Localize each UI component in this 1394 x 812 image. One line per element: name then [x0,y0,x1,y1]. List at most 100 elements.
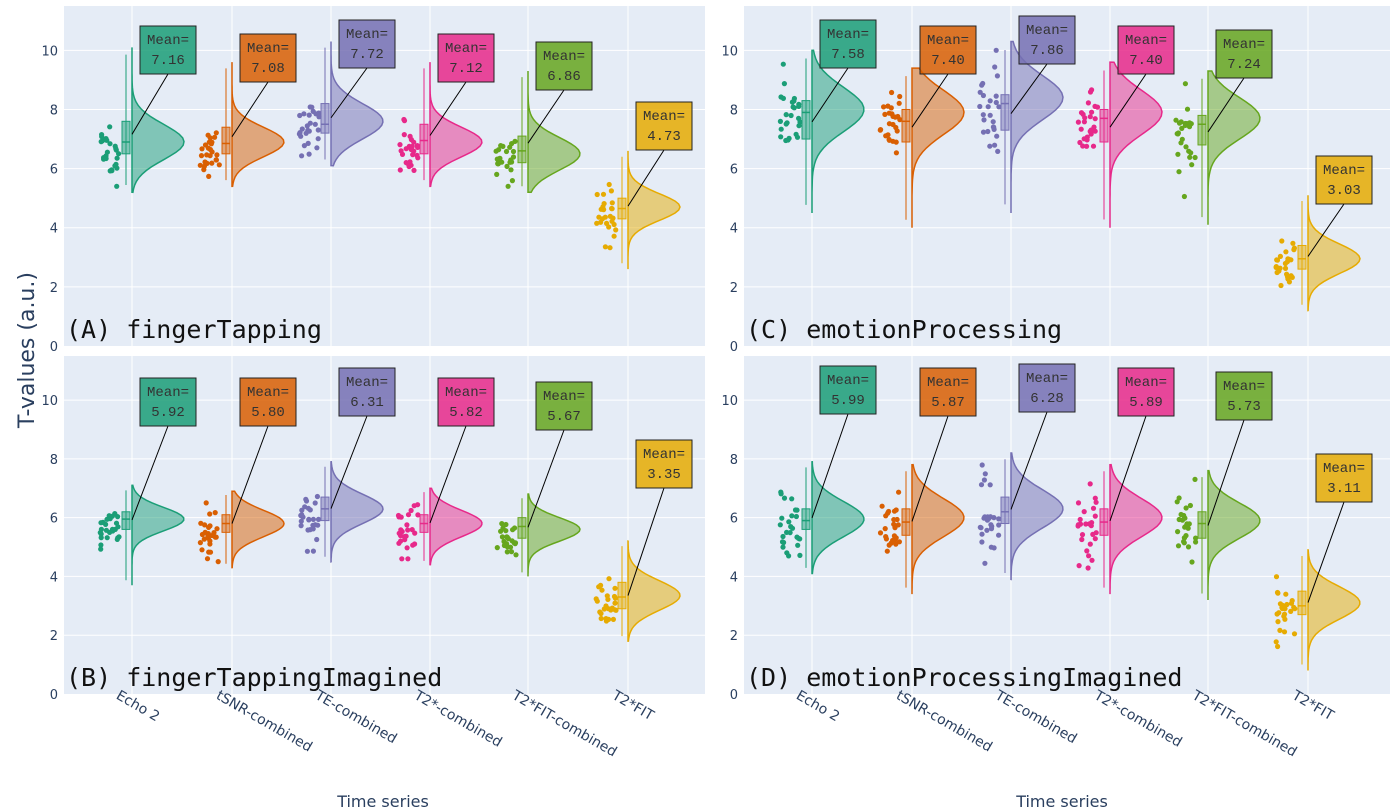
data-point [306,516,312,523]
data-point [777,118,784,124]
mean-annotation-value: 7.24 [1227,57,1261,73]
data-point [608,188,615,194]
data-point [1092,536,1098,542]
data-point [99,132,105,138]
mean-annotation-label: Mean= [1125,375,1167,391]
data-point [1291,245,1297,251]
y-tick-label: 10 [721,44,738,59]
data-point [607,245,613,251]
data-point [980,92,987,99]
mean-annotation-label: Mean= [1323,461,1365,477]
data-point [985,104,991,110]
data-point [986,515,992,522]
data-point [1273,574,1280,580]
data-point [503,148,510,155]
data-point [114,536,120,543]
data-point [213,157,219,163]
data-point [781,539,787,546]
box-iqr [1099,108,1109,143]
data-point [890,537,896,544]
mean-annotation-value: 5.82 [449,405,483,421]
box-iqr [517,135,527,164]
data-point [982,471,988,477]
data-point [781,81,788,87]
data-point [1086,553,1092,559]
data-point [607,213,613,219]
data-point [893,150,900,156]
mean-annotation-label: Mean= [927,33,969,49]
data-point [1286,279,1292,285]
data-point [1291,631,1298,637]
annotation-arrow [231,81,269,137]
data-point [992,64,998,70]
data-point [1085,565,1091,571]
mean-annotation-value: 5.67 [547,409,581,425]
data-point [778,126,784,132]
data-point [611,593,618,600]
data-point [1182,120,1188,127]
data-point [995,148,1001,154]
mean-annotation-label: Mean= [927,375,969,391]
data-point [512,540,519,546]
annotation-arrow [1307,203,1345,257]
mean-annotation-value: 7.16 [151,53,185,69]
data-point [793,513,800,520]
data-point [98,531,104,537]
data-point [603,616,609,622]
data-point [790,104,796,110]
data-point [1283,249,1289,255]
data-point [214,526,220,532]
mean-annotation-label: Mean= [247,41,289,57]
series-t2-combined: Mean= 7.12 [397,33,495,188]
data-point [893,507,899,513]
data-point [1276,610,1282,616]
data-point [310,516,316,523]
mean-annotation-box [1018,15,1076,65]
x-tick-label: TE-combined [311,687,399,747]
mean-annotation-box [535,381,593,431]
data-point [1181,540,1187,546]
data-point [315,127,321,133]
mean-annotation-box [1117,25,1175,75]
data-point [979,462,985,468]
series-t2-fit: Mean= 3.35 [593,439,693,642]
series-t2-fit: Mean= 4.73 [594,101,693,270]
data-point [881,104,887,110]
data-point [996,522,1002,528]
data-point [1077,139,1083,146]
x-tick-label: TE-combined [991,687,1079,747]
data-point [987,98,993,104]
data-point [1278,282,1284,289]
data-point [104,149,110,155]
annotation-arrow [131,425,169,521]
data-point [601,207,607,213]
annotation-arrow [811,413,849,519]
mean-annotation-value: 3.35 [647,467,681,483]
data-point [1078,110,1085,116]
data-point [98,139,104,145]
y-tick-label: 6 [730,163,738,178]
box-iqr [1297,590,1307,616]
data-point [1087,481,1093,487]
data-point [1175,529,1181,535]
data-point [405,512,412,518]
violin-shape [627,150,681,270]
mean-annotation-box [139,377,197,427]
data-point [1193,535,1199,541]
data-point [981,477,988,483]
mean-annotation-label: Mean= [346,27,388,43]
data-point [1273,264,1279,270]
mean-annotation-label: Mean= [247,385,289,401]
data-point [896,539,903,545]
mean-annotation-value: 5.80 [251,405,285,421]
data-point [984,527,990,533]
data-point [509,141,515,147]
data-point [1290,240,1296,246]
data-point [896,489,902,495]
data-point [497,155,503,162]
data-point [1091,124,1097,130]
data-point [796,101,802,107]
data-point [306,151,312,157]
data-point [312,500,318,506]
data-point [612,607,618,613]
